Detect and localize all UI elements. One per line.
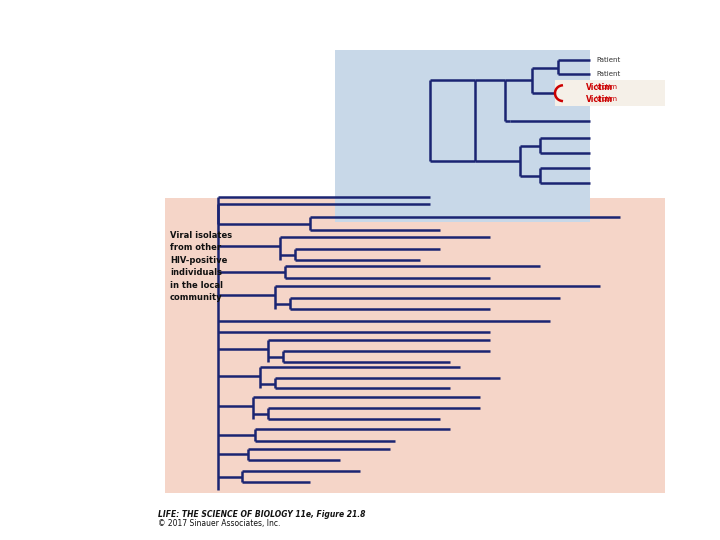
- Text: Victim: Victim: [596, 84, 618, 90]
- Text: LIFE: THE SCIENCE OF BIOLOGY 11e, Figure 21.8: LIFE: THE SCIENCE OF BIOLOGY 11e, Figure…: [158, 510, 366, 519]
- Text: Victim: Victim: [596, 96, 618, 102]
- Text: Victim: Victim: [586, 94, 613, 104]
- Bar: [555, 80, 665, 106]
- Bar: [165, 198, 665, 493]
- Text: Victim: Victim: [586, 83, 613, 92]
- Text: Patient: Patient: [596, 71, 620, 77]
- Bar: [335, 50, 590, 222]
- Text: Viral isolates
from other
HIV-positive
individuals
in the local
community: Viral isolates from other HIV-positive i…: [170, 231, 232, 302]
- Text: Figure 21.8  A Forensic Application of Phylogenetic Analysis: Figure 21.8 A Forensic Application of Ph…: [6, 11, 419, 24]
- Text: Patient: Patient: [596, 57, 620, 63]
- Text: © 2017 Sinauer Associates, Inc.: © 2017 Sinauer Associates, Inc.: [158, 519, 281, 528]
